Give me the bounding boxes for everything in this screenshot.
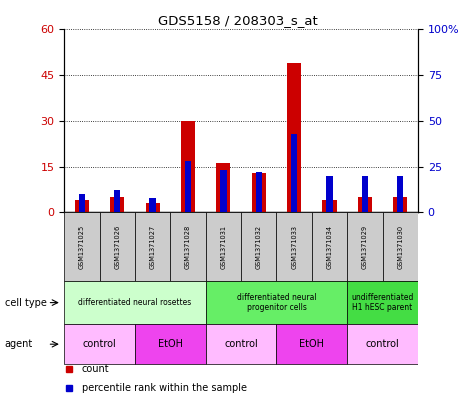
Text: GSM1371027: GSM1371027	[150, 224, 156, 269]
Bar	[64, 212, 100, 281]
Text: undifferentiated
H1 hESC parent: undifferentiated H1 hESC parent	[352, 293, 414, 312]
Text: differentiated neural
progenitor cells: differentiated neural progenitor cells	[237, 293, 316, 312]
Bar	[64, 281, 206, 324]
Text: GSM1371033: GSM1371033	[291, 224, 297, 268]
Text: EtOH: EtOH	[299, 339, 324, 349]
Bar	[287, 63, 301, 212]
Bar	[383, 212, 418, 281]
Bar	[397, 176, 403, 212]
Bar	[241, 212, 276, 281]
Bar	[358, 197, 372, 212]
Text: cell type: cell type	[5, 298, 47, 308]
Bar	[347, 324, 418, 364]
Bar	[135, 324, 206, 364]
Bar	[312, 212, 347, 281]
Bar	[75, 200, 89, 212]
Bar	[181, 121, 195, 212]
Bar	[252, 173, 266, 212]
Bar	[64, 324, 135, 364]
Bar	[79, 194, 85, 212]
Bar	[110, 197, 124, 212]
Bar	[145, 203, 160, 212]
Bar	[276, 212, 312, 281]
Bar	[220, 170, 227, 212]
Bar	[276, 324, 347, 364]
Bar	[171, 212, 206, 281]
Bar	[216, 163, 230, 212]
Text: GSM1371032: GSM1371032	[256, 224, 262, 269]
Text: differentiated neural rosettes: differentiated neural rosettes	[78, 298, 191, 307]
Text: GSM1371029: GSM1371029	[362, 224, 368, 269]
Text: GSM1371031: GSM1371031	[220, 224, 227, 268]
Text: GSM1371026: GSM1371026	[114, 224, 120, 269]
Text: GSM1371025: GSM1371025	[79, 224, 85, 269]
Text: GSM1371034: GSM1371034	[326, 224, 332, 269]
Bar	[150, 198, 156, 212]
Bar	[362, 176, 368, 212]
Bar	[323, 200, 337, 212]
Bar	[100, 212, 135, 281]
Text: control: control	[83, 339, 116, 349]
Bar	[185, 161, 191, 212]
Text: GSM1371028: GSM1371028	[185, 224, 191, 269]
Text: percentile rank within the sample: percentile rank within the sample	[82, 382, 247, 393]
Bar	[206, 212, 241, 281]
Text: count: count	[82, 364, 109, 375]
Text: control: control	[224, 339, 258, 349]
Text: GDS5158 / 208303_s_at: GDS5158 / 208303_s_at	[158, 14, 317, 27]
Text: control: control	[366, 339, 399, 349]
Text: GSM1371030: GSM1371030	[397, 224, 403, 269]
Bar	[347, 212, 383, 281]
Bar	[256, 172, 262, 212]
Bar	[291, 134, 297, 212]
Bar	[393, 197, 408, 212]
Bar	[326, 176, 332, 212]
Text: EtOH: EtOH	[158, 339, 183, 349]
Bar	[206, 324, 276, 364]
Bar	[135, 212, 171, 281]
Text: agent: agent	[5, 339, 33, 349]
Bar	[347, 281, 418, 324]
Bar	[206, 281, 347, 324]
Bar	[114, 190, 120, 212]
